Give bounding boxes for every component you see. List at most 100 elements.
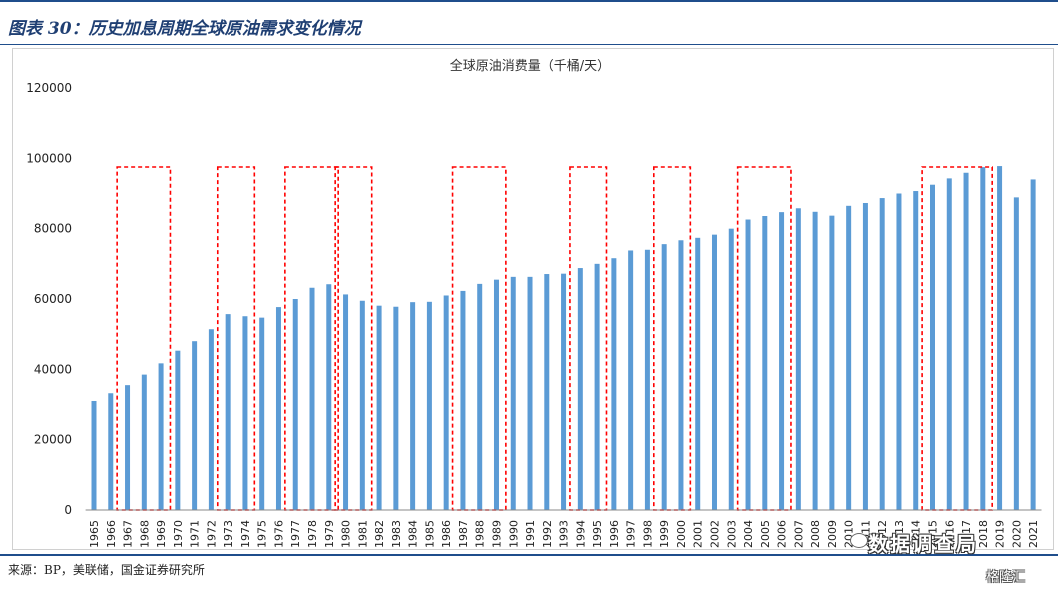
y-tick-label: 120000 <box>26 81 72 95</box>
bar <box>192 341 198 510</box>
bar <box>561 273 567 510</box>
bar <box>812 211 818 510</box>
x-tick-label: 2001 <box>692 520 705 548</box>
bar <box>125 385 131 510</box>
x-tick-label: 2020 <box>1010 520 1023 548</box>
x-tick-label: 1980 <box>340 520 353 548</box>
x-tick-label: 1972 <box>205 520 218 548</box>
x-tick-label: 2018 <box>977 520 990 548</box>
bar <box>309 287 315 510</box>
x-tick-label: 1969 <box>155 520 168 548</box>
bar <box>343 294 349 510</box>
figure-title: 图表 30：历史加息周期全球原油需求变化情况 <box>8 19 361 39</box>
bar <box>158 363 164 510</box>
x-tick-label: 1984 <box>407 520 420 548</box>
y-axis: 0 20000 40000 60000 80000 100000 120000 <box>26 81 72 517</box>
x-tick-label: 1990 <box>507 520 520 548</box>
x-tick-label: 2005 <box>759 520 772 548</box>
x-tick-label: 2000 <box>675 520 688 548</box>
x-tick-label: 1998 <box>641 520 654 548</box>
x-tick-label: 1983 <box>390 520 403 548</box>
x-tick-label: 2017 <box>960 520 973 548</box>
bar <box>1013 197 1019 510</box>
x-tick-label: 1968 <box>138 520 151 548</box>
bar <box>225 314 231 510</box>
y-tick-label: 0 <box>64 503 72 517</box>
x-tick-label: 2013 <box>893 520 906 548</box>
bar <box>460 290 466 510</box>
bar <box>141 374 147 510</box>
bar <box>376 305 382 510</box>
bar-series <box>91 166 1036 511</box>
bar <box>695 237 701 510</box>
bar <box>510 276 516 510</box>
bar <box>661 244 667 510</box>
bar <box>913 191 919 510</box>
bar <box>443 295 449 510</box>
x-tick-label: 1993 <box>558 520 571 548</box>
plot-frame <box>12 48 1054 550</box>
bar <box>997 166 1003 510</box>
x-tick-label: 1974 <box>239 520 252 548</box>
bar <box>208 329 214 510</box>
bar <box>91 400 97 510</box>
x-tick-label: 1967 <box>122 520 135 548</box>
top-rule <box>0 0 1058 2</box>
bar <box>292 299 298 510</box>
bar <box>493 279 499 510</box>
watermark: 数据调查局 <box>868 532 978 556</box>
bar <box>175 350 181 510</box>
x-tick-label: 2008 <box>809 520 822 548</box>
x-tick-label: 1991 <box>524 520 537 548</box>
x-tick-label: 2006 <box>776 520 789 548</box>
bar <box>745 219 751 511</box>
bar <box>862 202 868 510</box>
bar <box>527 276 533 510</box>
bar <box>829 215 835 510</box>
x-tick-label: 1988 <box>474 520 487 548</box>
y-tick-label: 100000 <box>26 151 72 165</box>
highlight-box <box>334 166 373 511</box>
bar <box>930 184 935 511</box>
x-tick-label: 1982 <box>373 520 386 548</box>
x-tick-label: 1989 <box>490 520 503 548</box>
x-tick-label: 1985 <box>423 520 436 548</box>
bar <box>326 284 332 510</box>
x-tick-label: 1965 <box>88 520 101 548</box>
bar <box>477 283 483 510</box>
x-tick-label: 2003 <box>725 520 738 548</box>
bar <box>644 249 650 510</box>
x-tick-label: 1973 <box>222 520 235 548</box>
bar <box>678 240 684 510</box>
x-tick-label: 1987 <box>457 520 470 548</box>
bar <box>544 274 550 510</box>
bar <box>795 208 801 510</box>
x-tick-label: 1996 <box>608 520 621 548</box>
x-tick-label: 2019 <box>994 520 1007 548</box>
x-tick-label: 1978 <box>306 520 319 548</box>
x-tick-label: 2014 <box>910 520 923 548</box>
bar <box>963 172 969 511</box>
bar <box>728 228 734 510</box>
bar <box>879 198 885 511</box>
bar <box>275 307 281 510</box>
x-tick-label: 2009 <box>826 520 839 548</box>
x-tick-label: 1976 <box>272 520 285 548</box>
x-axis-labels: 1965 1966 1967 1968 1969 1970 1971 1972 1973 1974… <box>88 520 1040 548</box>
bar <box>426 301 432 510</box>
x-tick-label: 1999 <box>658 520 671 548</box>
x-tick-label: 1986 <box>440 520 453 548</box>
x-tick-label: 1994 <box>574 520 587 548</box>
y-tick-label: 80000 <box>34 222 72 236</box>
bar <box>259 317 265 510</box>
x-tick-label: 1971 <box>189 520 202 548</box>
x-tick-label: 1979 <box>323 520 336 548</box>
x-tick-label: 2021 <box>1027 520 1040 548</box>
x-tick-label: 1975 <box>256 520 269 548</box>
wechat-icon <box>850 533 868 548</box>
y-tick-label: 20000 <box>34 433 72 447</box>
x-tick-label: 2016 <box>943 520 956 548</box>
x-tick-label: 1981 <box>356 520 369 548</box>
x-tick-label: 2012 <box>876 520 889 548</box>
x-tick-label: 2004 <box>742 520 755 548</box>
